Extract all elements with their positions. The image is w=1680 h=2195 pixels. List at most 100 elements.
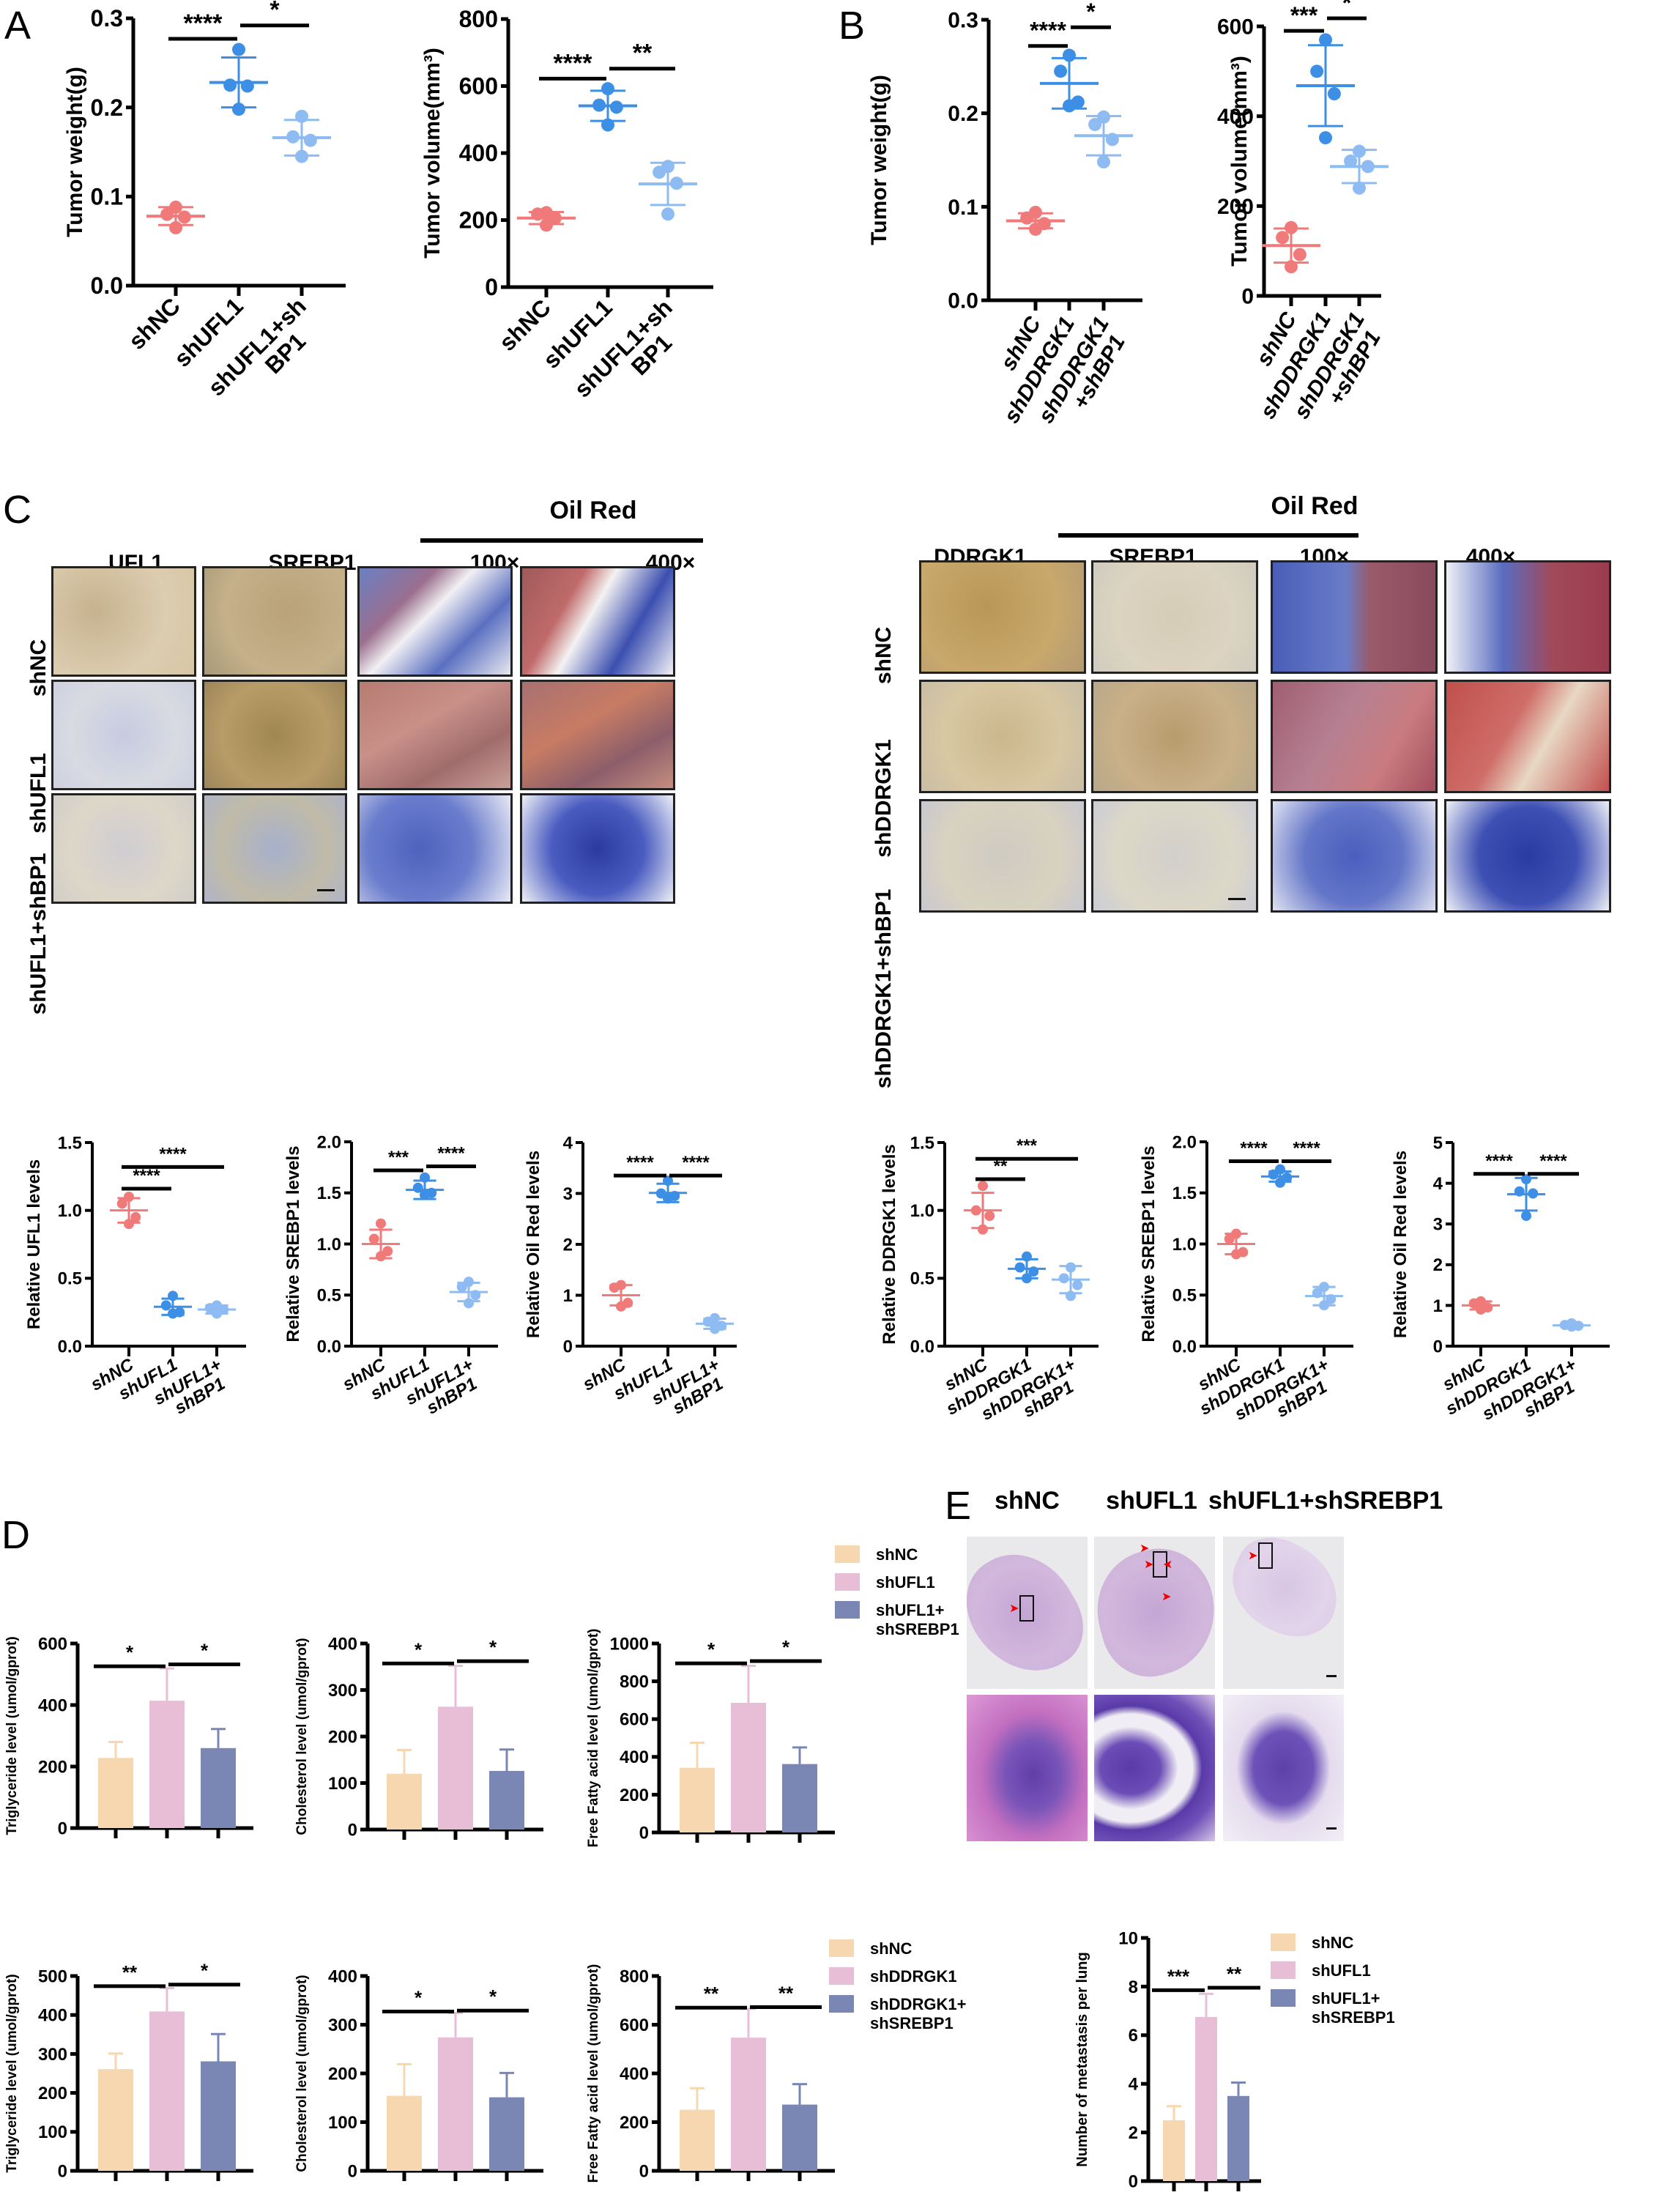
data-point: [1344, 155, 1358, 168]
y-tick-label: 200: [328, 2064, 357, 2084]
y-tick-label: 0: [485, 274, 498, 300]
y-tick-label: 5: [1433, 1133, 1443, 1153]
y-axis-label: Cholesterol level (umol/gprot): [294, 1638, 310, 1835]
legend-item-shddrgk1: shDDRGK1: [829, 1967, 966, 1986]
bar: [1227, 2095, 1249, 2181]
data-point: [978, 1181, 988, 1192]
legend-item-shufl1: shUFL1: [1271, 1961, 1395, 1980]
bar: [782, 2104, 817, 2171]
y-tick-label: 600: [459, 73, 498, 100]
data-point: [601, 82, 614, 96]
significance-label: ****: [1539, 1151, 1567, 1171]
bar: [731, 1703, 766, 1832]
y-tick-label: 4: [1433, 1174, 1443, 1194]
y-tick-label: 2: [1129, 2123, 1138, 2143]
legend-label: shUFL1: [876, 1573, 935, 1592]
y-tick-label: 200: [620, 1786, 649, 1805]
row-label-shnc: shNC: [871, 626, 896, 685]
data-point: [232, 42, 245, 56]
scale-bar: [317, 889, 335, 891]
bar: [680, 2109, 715, 2171]
significance-label: ****: [554, 49, 593, 77]
y-tick-label: 1.5: [58, 1133, 82, 1153]
y-axis-label: Tumor volume(mm³): [420, 48, 445, 259]
y-tick-label: 2.0: [317, 1132, 341, 1152]
significance-label: **: [633, 40, 653, 67]
chart-svg: 0 100 200 300 400 Cholesterol level (umol/gpr…: [294, 1966, 543, 2181]
swatch-shufl1: [1271, 1961, 1296, 1979]
oil-red-image: [520, 566, 675, 677]
significance-label: ****: [184, 10, 223, 37]
significance-label: *: [415, 1638, 423, 1660]
data-point: [368, 1233, 379, 1244]
y-tick-label: 0.5: [1172, 1286, 1197, 1306]
y-tick-label: 8: [1129, 1977, 1138, 1997]
significance-label: *: [707, 1638, 716, 1660]
chart-d-cholesterol-ufl1: 0 100 200 300 400 Cholesterol level (umol/gpr…: [286, 1538, 557, 1846]
significance-label: *: [782, 1636, 790, 1658]
data-point: [1054, 64, 1068, 78]
significance-label: ****: [437, 1143, 465, 1163]
y-tick-label: 200: [1217, 195, 1254, 219]
y-tick-label: 1.5: [317, 1184, 341, 1203]
bar: [387, 1773, 422, 1830]
panel-letter-a: A: [4, 4, 31, 48]
legend-label: shNC: [1312, 1934, 1354, 1952]
chart-c-ufl1-levels: 0.0 0.5 1.0 1.5 Relative UFL1 levels shNC shUF…: [0, 1113, 264, 1421]
data-point: [978, 1224, 988, 1235]
bar: [1163, 2120, 1185, 2181]
scale-bar: [1228, 898, 1246, 900]
oil-red-image: [520, 680, 675, 790]
oil-red-bracket: [420, 538, 703, 543]
swatch-double: [835, 1601, 860, 1619]
y-tick-label: 4: [1129, 2075, 1139, 2095]
y-tick-label: 400: [38, 2006, 67, 2026]
lung-overview-image: ➤ ➤ ➤ ➤: [1094, 1537, 1215, 1689]
y-tick-label: 600: [620, 1710, 649, 1730]
significance-label: ****: [626, 1153, 654, 1173]
significance-label: ***: [1167, 1965, 1190, 1987]
data-point: [1058, 1273, 1069, 1284]
oil-red-image: [357, 793, 513, 904]
significance-label: ****: [1293, 1139, 1320, 1159]
chart-b-tumor-volume: 0 200 400 600 Tumor volume(mm³) shNC shDDRGK1 s…: [1217, 0, 1670, 439]
legend-label: shNC: [870, 1939, 913, 1958]
y-tick-label: 100: [328, 1774, 357, 1794]
row-label-shddrgk1: shDDRGK1: [871, 739, 896, 858]
arrow-icon: ➤: [1161, 1591, 1172, 1603]
y-tick-label: 200: [620, 2113, 649, 2133]
y-tick-label: 1.0: [1172, 1235, 1197, 1255]
significance-label: *: [1086, 0, 1096, 25]
y-tick-label: 400: [328, 1966, 357, 1986]
y-axis-label: Cholesterol level (umol/gprot): [294, 1975, 310, 2172]
y-tick-label: 0: [58, 1819, 67, 1838]
data-point: [653, 166, 666, 179]
ihc-image: [1091, 680, 1258, 793]
y-tick-label: 2: [563, 1235, 573, 1255]
y-axis-label: Relative DDRGK1 levels: [880, 1144, 899, 1344]
y-axis-label: Triglyceride level (umol/gprot): [4, 1974, 20, 2172]
bar: [98, 1758, 133, 1828]
y-tick-label: 6: [1129, 2026, 1138, 2046]
chart-svg: 0 200 400 600 800 Free Fatty acid level (umol…: [586, 1964, 835, 2183]
significance-label: ***: [1290, 2, 1318, 29]
ihc-image: [202, 566, 347, 677]
legend-label: shUFL1+ shSREBP1: [1312, 1989, 1395, 2027]
significance-label: *: [1342, 0, 1352, 16]
y-tick-label: 400: [1217, 105, 1254, 129]
row-label-shufl1-shbp1: shUFL1+shBP1: [26, 853, 51, 1015]
significance-label: *: [201, 1960, 209, 1982]
oil-red-image: [1271, 560, 1438, 674]
y-tick-label: 1.5: [910, 1133, 934, 1153]
y-tick-label: 0.0: [58, 1337, 82, 1356]
y-tick-label: 200: [459, 207, 498, 234]
bar: [98, 2069, 133, 2171]
bar: [1195, 2016, 1217, 2181]
y-tick-label: 200: [328, 1727, 357, 1747]
legend-item-shnc: shNC: [829, 1939, 966, 1958]
chart-c-oil-red-levels: 0 1 2 3 4 Relative Oil Red levels shNC shUFL1 sh…: [524, 1113, 820, 1421]
